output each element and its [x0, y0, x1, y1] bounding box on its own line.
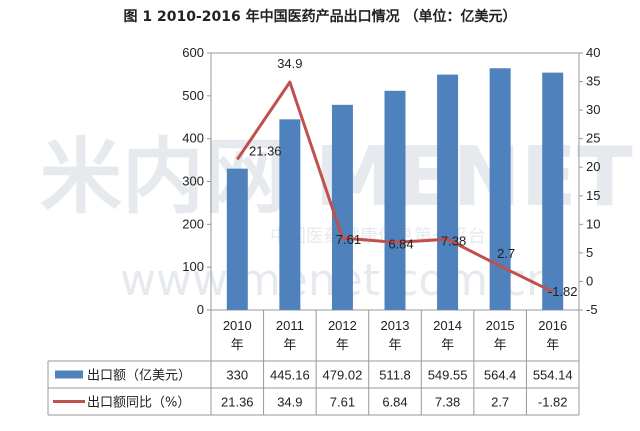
table-cell-value: 6.84: [382, 395, 407, 410]
category-label: 年: [336, 337, 349, 352]
bar: [489, 68, 511, 311]
left-axis: 0 100 200 300 400 500 600: [182, 45, 211, 317]
table-cell-value: 7.38: [435, 395, 460, 410]
left-axis-tick-label: 600: [182, 45, 204, 60]
bar: [437, 74, 459, 311]
line-data-label: 7.61: [336, 232, 361, 247]
left-axis-tick-label: 400: [182, 131, 204, 146]
category-label: 2014: [433, 318, 462, 333]
table-cell-value: 549.55: [428, 368, 468, 383]
table-cell-value: 7.61: [330, 395, 355, 410]
bar: [331, 104, 353, 310]
line-data-label: 34.9: [277, 56, 302, 71]
table-cell-value: 511.8: [379, 368, 411, 383]
category-label: 年: [494, 337, 507, 352]
line-data-label: 7.38: [441, 233, 466, 248]
left-axis-tick-label: 0: [197, 302, 204, 317]
right-axis-tick-label: 20: [586, 159, 600, 174]
bar: [384, 90, 406, 311]
category-label: 年: [388, 337, 401, 352]
right-axis-tick-label: 10: [586, 216, 600, 231]
line-path: [236, 80, 554, 294]
category-label: 年: [231, 337, 244, 352]
right-axis: -5 0 5 10 15 20 25 30 35 40: [579, 45, 600, 317]
category-label: 2013: [381, 318, 410, 333]
watermark-sub: 中国医药健康信息第一平台: [270, 226, 486, 247]
category-label: 年: [283, 337, 296, 352]
category-label: 2016: [538, 318, 567, 333]
chart-title: 图 1 2010-2016 年中国医药产品出口情况 （单位：亿美元）: [123, 9, 517, 25]
right-axis-tick-label: -5: [586, 302, 598, 317]
bar-series: [226, 68, 564, 311]
table-cell-value: 564.4: [484, 368, 517, 383]
right-axis-tick-label: 30: [586, 102, 600, 117]
bar: [542, 72, 564, 310]
left-axis-tick-label: 200: [182, 216, 204, 231]
category-label: 2012: [328, 318, 357, 333]
right-axis-tick-label: 25: [586, 131, 600, 146]
legend-label-line: 出口额同比（%）: [87, 396, 190, 411]
table-cell-value: 445.16: [270, 368, 310, 383]
category-label: 2015: [486, 318, 515, 333]
right-axis-tick-label: 0: [586, 273, 593, 288]
data-table: 2010 年 2011 年 2012 年 2013 年 2014 年 2015 年 2016 年出口额（亿…: [47, 310, 580, 416]
bar: [279, 119, 301, 310]
right-axis-tick-label: 40: [586, 45, 600, 60]
line-data-label: -1.82: [548, 284, 578, 299]
right-axis-tick-label: 15: [586, 188, 600, 203]
bar: [226, 168, 248, 310]
table-cell-value: 2.7: [491, 395, 509, 410]
legend-swatch-bar: [55, 370, 83, 379]
line-data-label: 2.7: [497, 246, 515, 261]
right-axis-tick-label: 5: [586, 245, 593, 260]
category-label: 年: [546, 337, 559, 352]
table-cell-value: 34.9: [277, 395, 302, 410]
table-cell-value: 21.36: [221, 395, 254, 410]
table-cell-value: 330: [226, 368, 248, 383]
legend-label-bar: 出口额（亿美元）: [87, 369, 191, 384]
category-label: 2010: [223, 318, 252, 333]
line-data-label: 6.84: [388, 236, 413, 251]
category-label: 2011: [276, 318, 304, 333]
line-data-label: 21.36: [249, 143, 282, 158]
line-series: 21.36 34.9 7.61 6.84 7.38 2.7 -1.82: [236, 56, 578, 299]
right-axis-tick-label: 35: [586, 74, 600, 89]
table-cell-value: -1.82: [538, 395, 568, 410]
left-axis-tick-label: 500: [182, 88, 204, 103]
left-axis-tick-label: 300: [182, 174, 204, 189]
table-cell-value: 479.02: [323, 368, 363, 383]
left-axis-tick-label: 100: [182, 259, 204, 274]
table-cell-value: 554.14: [533, 368, 573, 383]
category-label: 年: [441, 337, 454, 352]
